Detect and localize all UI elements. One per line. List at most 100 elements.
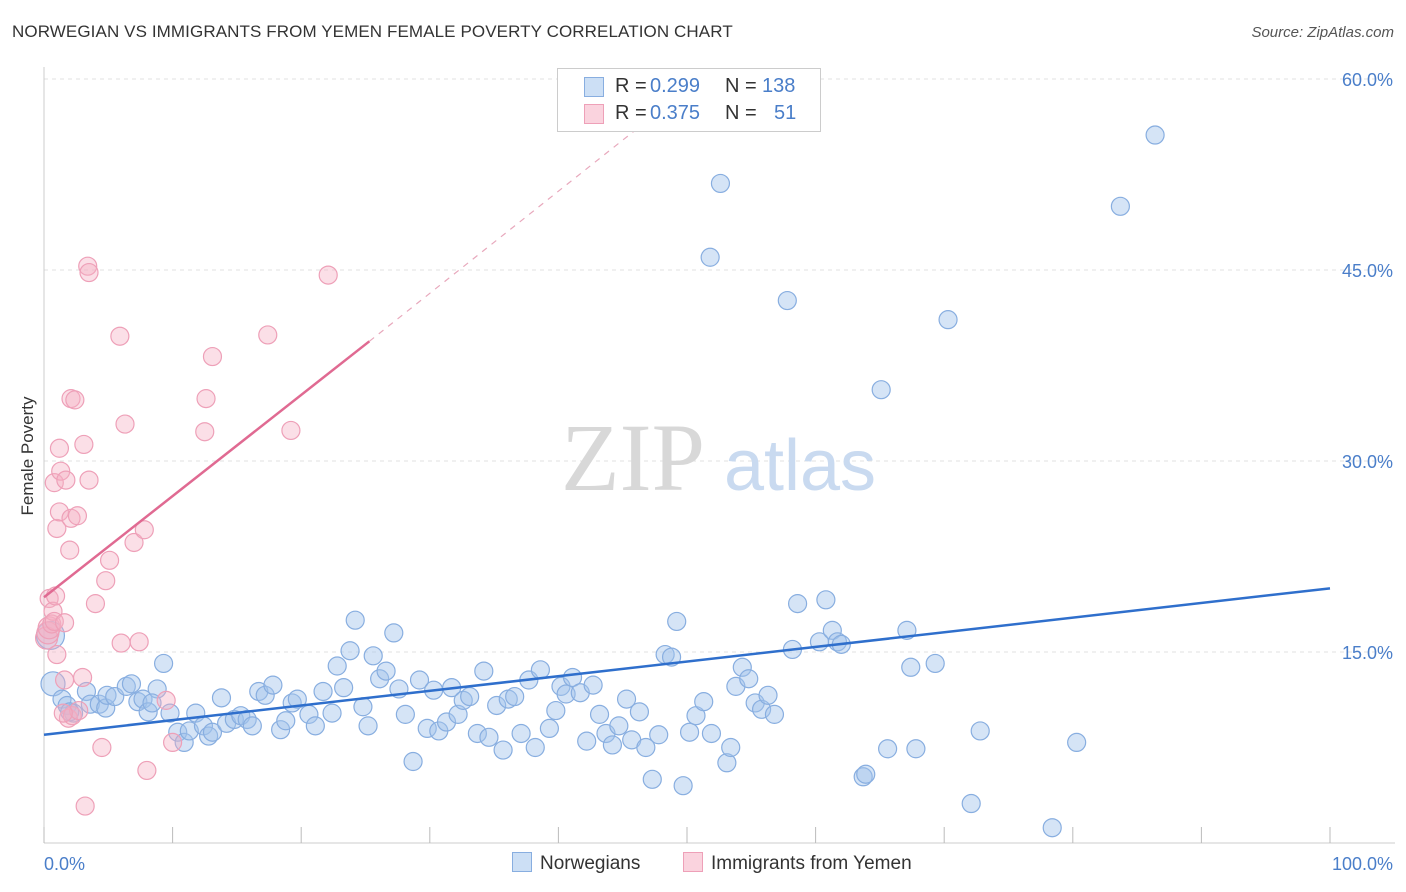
yemen-point — [99, 550, 120, 570]
norwegian-point — [739, 669, 759, 689]
norwegian-point — [417, 718, 437, 739]
norwegian-point — [679, 722, 700, 742]
data-points — [34, 125, 1165, 838]
x-tick-label: 0.0% — [44, 854, 85, 874]
bottom-legend-label: Norwegians — [540, 853, 641, 874]
yemen-trend-line — [43, 340, 371, 599]
norwegian-point — [211, 688, 232, 708]
yemen-point — [92, 737, 112, 758]
legend-row-yemen: R = 0.375 N = 51 — [558, 100, 820, 126]
bottom-legend-swatch-pink — [683, 852, 703, 872]
trend-lines — [43, 129, 1331, 737]
yemen-point — [124, 532, 144, 553]
tick-labels: 15.0% 30.0% 45.0% 60.0% 0.0% 100.0% — [44, 70, 1393, 874]
yemen-trend-extension — [368, 129, 636, 342]
yemen-point — [47, 644, 67, 665]
norwegian-point — [1067, 732, 1087, 753]
y-tick-label: 45.0% — [1342, 261, 1393, 281]
norwegian-point — [358, 716, 378, 736]
legend-swatch-blue — [584, 77, 604, 97]
norwegian-point — [732, 657, 752, 677]
norwegian-point — [777, 290, 797, 311]
yemen-point — [318, 265, 338, 285]
norwegian-point — [487, 695, 507, 716]
norwegian-point — [721, 737, 741, 758]
norwegian-point — [97, 685, 117, 705]
yemen-point — [47, 518, 67, 539]
norwegian-point — [395, 704, 415, 724]
yemen-point — [49, 438, 70, 458]
yemen-point — [53, 703, 73, 723]
norwegian-point — [313, 681, 333, 702]
norwegian-point — [287, 689, 307, 709]
norwegian-point — [525, 737, 545, 758]
watermark: ZIP atlas — [561, 404, 876, 511]
yemen-point — [137, 760, 157, 781]
norwegian-point — [479, 727, 499, 747]
norwegian-point — [370, 669, 390, 689]
norwegian-point — [758, 685, 778, 705]
watermark-atlas: atlas — [724, 426, 876, 506]
yemen-point — [156, 690, 176, 710]
norwegian-point — [602, 735, 623, 755]
norwegian-point — [376, 661, 396, 681]
norwegian-point — [128, 692, 148, 712]
legend-n-label: N = — [725, 102, 757, 124]
bottom-legend-norwegians: Norwegians — [512, 852, 640, 875]
norwegian-point — [629, 702, 650, 722]
norwegian-point — [1145, 125, 1165, 145]
norwegian-point — [751, 699, 772, 719]
norwegian-point — [764, 704, 785, 724]
norwegian-point — [906, 739, 926, 759]
norwegian-point — [174, 732, 194, 753]
norwegian-point — [384, 623, 404, 643]
axes — [43, 67, 1395, 844]
norwegian-point — [493, 740, 513, 760]
norwegian-point — [1042, 818, 1062, 838]
legend-n-label: N = — [725, 75, 757, 97]
yemen-point — [51, 461, 71, 481]
legend-r-label: R = — [615, 75, 647, 97]
y-tick-label: 60.0% — [1342, 70, 1393, 90]
yemen-point — [258, 325, 278, 345]
norwegian-point — [583, 675, 603, 695]
legend-r-label: R = — [615, 102, 647, 124]
yemen-point — [78, 256, 98, 276]
norwegian-point — [938, 310, 958, 330]
norwegian-point — [116, 676, 136, 696]
bottom-legend-yemen: Immigrants from Yemen — [683, 852, 912, 875]
norwegian-point — [179, 721, 199, 741]
norwegian-point — [925, 653, 945, 674]
norwegian-point — [345, 610, 365, 630]
norwegian-point — [700, 247, 720, 267]
norwegian-trend-line — [43, 587, 1331, 737]
norwegian-point — [649, 725, 669, 745]
norwegian-point — [142, 693, 162, 713]
x-tick-label: 100.0% — [1332, 854, 1393, 874]
yemen-point — [72, 667, 93, 688]
norwegian-point — [787, 594, 808, 614]
yemen-point — [54, 670, 75, 690]
norwegian-point — [305, 716, 325, 736]
yemen-point — [110, 326, 130, 346]
yemen-point — [115, 414, 135, 434]
legend-swatch-pink — [584, 104, 604, 124]
yemen-point — [56, 470, 76, 490]
norwegian-point — [616, 689, 637, 709]
norwegian-point — [589, 704, 610, 724]
norwegian-point — [322, 703, 342, 723]
norwegian-point — [878, 739, 898, 759]
norwegian-point — [530, 660, 550, 680]
norwegian-point — [710, 173, 731, 194]
norwegian-point — [121, 674, 142, 694]
norwegian-point — [276, 711, 296, 731]
norwegian-point — [642, 769, 662, 789]
norwegian-point — [970, 721, 990, 741]
norwegian-point — [667, 611, 687, 632]
norwegian-point — [853, 767, 873, 787]
yemen-point — [134, 520, 154, 540]
legend-n-value: 138 — [762, 75, 796, 97]
yemen-point — [195, 422, 215, 442]
norwegian-point — [636, 737, 656, 758]
norwegian-point — [242, 716, 262, 736]
